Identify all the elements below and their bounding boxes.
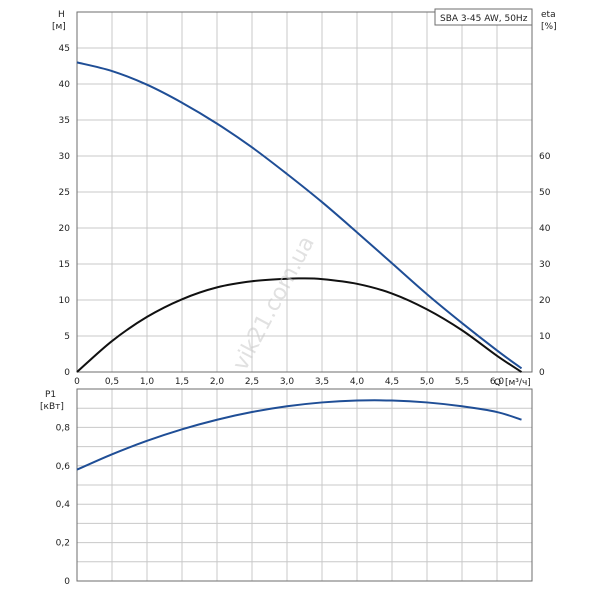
top-chart-frame — [76, 11, 533, 373]
x-tick-label: 1,0 — [140, 377, 155, 387]
eta-tick-label: 30 — [539, 260, 551, 270]
eta-axis-label: eta — [541, 10, 556, 20]
p1-tick-label: 0,2 — [56, 539, 70, 549]
h-tick-label: 15 — [59, 260, 70, 270]
bottom-chart-series — [76, 399, 522, 471]
p1-curve — [76, 399, 522, 471]
p1-tick-label: 0,8 — [56, 423, 71, 433]
h-tick-label: 45 — [59, 44, 70, 54]
bottom-chart-frame — [76, 388, 533, 582]
top-chart-series — [76, 61, 523, 373]
h-tick-label: 40 — [59, 80, 71, 90]
h-tick-label: 10 — [59, 296, 71, 306]
bottom-chart-grid — [77, 389, 532, 581]
p1-tick-label: 0 — [64, 577, 70, 587]
h-tick-label: 30 — [59, 152, 71, 162]
eta-tick-label: 0 — [539, 368, 545, 378]
h-tick-label: 25 — [59, 188, 70, 198]
eta-tick-label: 60 — [539, 152, 551, 162]
h-tick-label: 35 — [59, 116, 70, 126]
legend-box — [434, 8, 533, 26]
x-tick-label: 5,0 — [420, 377, 435, 387]
x-tick-label: 4,0 — [350, 377, 365, 387]
x-tick-label: 2,0 — [210, 377, 225, 387]
x-tick-label: 3,5 — [315, 377, 329, 387]
p1-tick-label: 0,4 — [56, 500, 71, 510]
p1-axis-unit: [кВт] — [40, 402, 64, 412]
x-tick-label: 2,5 — [245, 377, 259, 387]
x-tick-label: 0,5 — [105, 377, 119, 387]
h-axis-unit: [м] — [52, 22, 66, 32]
x-tick-label: 6,0 — [490, 377, 505, 387]
h-tick-label: 5 — [64, 332, 70, 342]
eta-axis-unit: [%] — [541, 22, 557, 32]
p1-tick-label: 0,6 — [56, 462, 71, 472]
h-curve — [76, 61, 523, 370]
q-axis-unit: [м³/ч] — [505, 378, 531, 388]
eta-tick-label: 20 — [539, 296, 551, 306]
x-tick-label: 4,5 — [385, 377, 399, 387]
watermark: vik21.com.ua — [228, 232, 320, 375]
eta-tick-label: 10 — [539, 332, 551, 342]
h-tick-label: 20 — [59, 224, 71, 234]
p1-axis-label: P1 — [45, 390, 56, 400]
h-axis-label: H — [58, 10, 65, 20]
x-tick-label: 0 — [74, 377, 80, 387]
q-axis-label: Q — [494, 378, 501, 388]
h-tick-label: 0 — [64, 368, 70, 378]
legend-text: SBA 3-45 AW, 50Hz — [440, 14, 528, 24]
x-tick-label: 3,0 — [280, 377, 295, 387]
eta-tick-label: 40 — [539, 224, 551, 234]
eta-tick-label: 50 — [539, 188, 551, 198]
eta-curve — [76, 277, 523, 373]
top-chart-grid — [77, 12, 532, 372]
top-chart-tick-labels: 0 0,5 1,0 1,5 2,0 2,5 3,0 3,5 4,0 4,5 5,0 5,5 6,0 0 5 1… — [59, 44, 551, 387]
x-tick-label: 5,5 — [455, 377, 469, 387]
x-tick-label: 1,5 — [175, 377, 189, 387]
bottom-chart-tick-labels: 0 0,2 0,4 0,6 0,8 — [56, 423, 71, 587]
